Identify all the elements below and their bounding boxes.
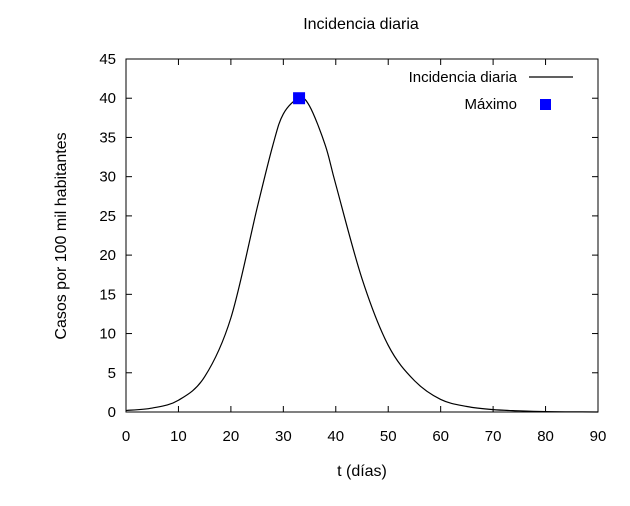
x-tick-label: 70 xyxy=(485,428,502,445)
x-axis-label: t (días) xyxy=(337,463,387,480)
y-tick-label: 5 xyxy=(108,365,116,382)
x-tick-label: 40 xyxy=(327,428,344,445)
x-tick-label: 90 xyxy=(590,428,607,445)
y-tick-label: 35 xyxy=(99,129,116,146)
plot-frame xyxy=(125,58,599,413)
max-point-marker xyxy=(293,92,306,105)
series-layer xyxy=(125,92,599,413)
legend-label: Máximo xyxy=(464,96,517,113)
y-tick-label: 30 xyxy=(99,169,116,186)
x-tick-label: 0 xyxy=(122,428,130,445)
legend-square-swatch xyxy=(540,99,551,110)
x-tick-label: 10 xyxy=(170,428,187,445)
x-tick-label: 50 xyxy=(380,428,397,445)
x-tick-label: 20 xyxy=(223,428,240,445)
series-line-incidencia xyxy=(125,97,599,413)
y-tick-label: 20 xyxy=(99,247,116,264)
y-tick-label: 40 xyxy=(99,90,116,107)
y-tick-label: 45 xyxy=(99,51,116,68)
x-tick-label: 60 xyxy=(432,428,449,445)
x-tick-label: 30 xyxy=(275,428,292,445)
legend-label: Incidencia diaria xyxy=(409,69,518,86)
y-tick-label: 25 xyxy=(99,208,116,225)
y-tick-label: 15 xyxy=(99,286,116,303)
x-tick-label: 80 xyxy=(537,428,554,445)
y-axis-label: Casos por 100 mil habitantes xyxy=(53,132,70,339)
y-axis-ticks: 0 5 10 15 20 25 30 35 40 45 xyxy=(99,51,598,421)
y-tick-label: 0 xyxy=(108,404,116,421)
x-axis-ticks: 0 10 20 30 40 50 60 70 80 90 xyxy=(122,59,607,445)
chart-title: Incidencia diaria xyxy=(303,16,419,33)
legend: Incidencia diaria Máximo xyxy=(409,69,573,113)
y-tick-label: 10 xyxy=(99,326,116,343)
